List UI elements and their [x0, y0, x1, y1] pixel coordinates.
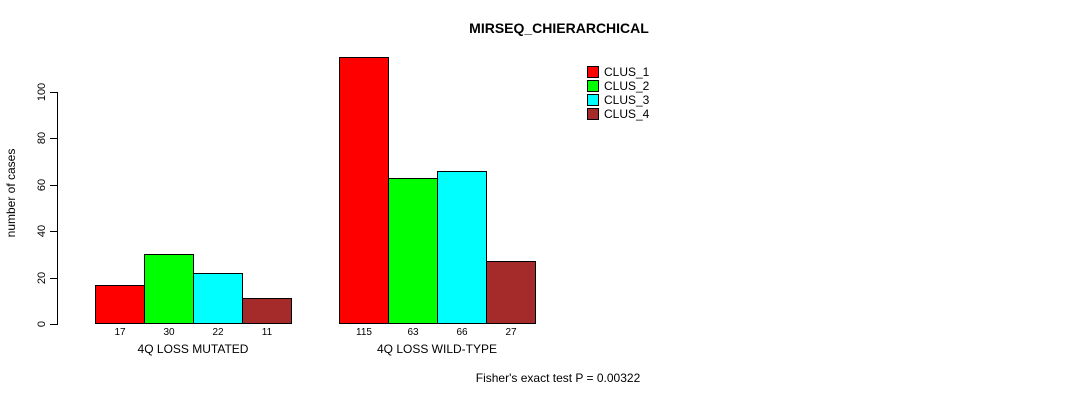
bar-value-clus_2-4q-loss-mutated: 30: [163, 327, 175, 338]
bar-value-clus_4-4q-loss-mutated: 11: [261, 327, 273, 338]
bar-value-clus_2-4q-loss-wild-type: 63: [407, 327, 419, 338]
bar-value-clus_1-4q-loss-wild-type: 115: [356, 327, 372, 338]
group-label-4q-loss-mutated: 4Q LOSS MUTATED: [137, 342, 249, 356]
y-tick-label-40: 40: [36, 224, 48, 238]
annotation-fisher-test: Fisher's exact test P = 0.00322: [475, 371, 641, 385]
y-tick-40: [50, 231, 57, 232]
bar-clus_4-4q-loss-mutated: [242, 298, 292, 324]
y-tick-60: [50, 185, 57, 186]
y-tick-label-0: 0: [36, 320, 48, 328]
bar-clus_1-4q-loss-mutated: [95, 285, 145, 324]
y-tick-20: [50, 278, 57, 279]
legend-label-clus_4: CLUS_4: [604, 107, 650, 121]
y-tick-label-100: 100: [36, 82, 48, 102]
bar-value-clus_4-4q-loss-wild-type: 27: [505, 327, 517, 338]
y-axis-line: [57, 92, 58, 325]
legend-label-clus_2: CLUS_2: [604, 79, 650, 93]
chart-title: MIRSEQ_CHIERARCHICAL: [469, 20, 649, 36]
bar-clus_3-4q-loss-mutated: [193, 273, 243, 324]
group-label-4q-loss-wild-type: 4Q LOSS WILD-TYPE: [376, 342, 498, 356]
y-tick-80: [50, 138, 57, 139]
legend-label-clus_1: CLUS_1: [604, 65, 650, 79]
bar-value-clus_3-4q-loss-wild-type: 66: [456, 327, 468, 338]
legend-swatch-clus_1: [587, 66, 599, 78]
y-tick-label-80: 80: [36, 131, 48, 145]
bar-value-clus_3-4q-loss-mutated: 22: [212, 327, 224, 338]
y-axis-title: number of cases: [4, 148, 18, 238]
bar-clus_2-4q-loss-wild-type: [388, 178, 438, 324]
bar-clus_3-4q-loss-wild-type: [437, 171, 487, 324]
legend-swatch-clus_2: [587, 80, 599, 92]
bar-clus_4-4q-loss-wild-type: [486, 261, 536, 324]
legend-label-clus_3: CLUS_3: [604, 93, 650, 107]
bar-clus_2-4q-loss-mutated: [144, 254, 194, 324]
y-tick-label-20: 20: [36, 271, 48, 285]
y-tick-100: [50, 92, 57, 93]
bar-clus_1-4q-loss-wild-type: [339, 57, 389, 324]
legend-swatch-clus_3: [587, 94, 599, 106]
bar-value-clus_1-4q-loss-mutated: 17: [114, 327, 126, 338]
y-tick-0: [50, 324, 57, 325]
legend-swatch-clus_4: [587, 108, 599, 120]
y-tick-label-60: 60: [36, 178, 48, 192]
